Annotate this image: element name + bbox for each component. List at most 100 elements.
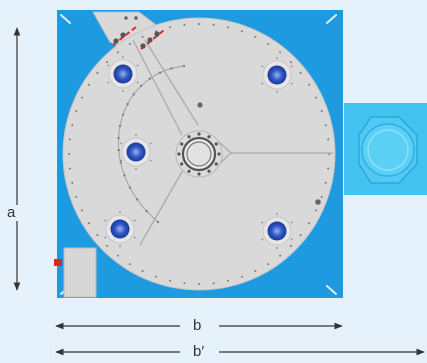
hub-bolt <box>187 169 191 173</box>
rim-bolt <box>226 279 229 282</box>
port-bolt <box>119 245 121 247</box>
rim-bolt <box>254 35 257 38</box>
rim-bolt <box>68 138 71 141</box>
port-bolt <box>104 219 107 222</box>
rim-bolt <box>320 110 323 113</box>
rim-bolt <box>327 138 330 141</box>
port-bolt <box>122 90 124 92</box>
port-bolt <box>290 221 293 224</box>
port-bolt <box>261 221 264 224</box>
rim-bolt <box>106 61 109 64</box>
port-bolt <box>290 65 293 68</box>
port-bolt <box>261 238 264 241</box>
port-bolt <box>120 159 123 162</box>
arc-bolt <box>128 186 131 189</box>
rim-bolt <box>308 83 311 86</box>
control-box-body <box>63 247 97 298</box>
separator-arms <box>132 39 333 246</box>
port-bolt <box>135 134 137 136</box>
rim-bolt <box>75 110 78 113</box>
rim-bolt <box>308 222 311 225</box>
rim-bolt <box>116 51 119 54</box>
port-bolt <box>149 159 152 162</box>
port-bolt <box>276 213 278 215</box>
motor-flange <box>361 123 415 177</box>
separator-arm-top <box>132 39 183 136</box>
rim-bolt <box>289 244 292 247</box>
dimension-b-prime-label: b′ <box>189 344 209 360</box>
arc-bolt <box>119 161 122 164</box>
rim-bolt <box>87 83 90 86</box>
port-bolt <box>133 219 136 222</box>
arc-bolt <box>121 113 125 116</box>
rim-bolt <box>80 209 83 212</box>
rim-bolt <box>141 35 144 38</box>
port-bolt <box>135 168 137 170</box>
rim-bolt <box>315 209 318 212</box>
rim-bolt <box>141 270 144 273</box>
control-box-red-indicator <box>54 259 62 266</box>
feed-bolt-4 <box>147 37 153 43</box>
rim-bolt <box>324 181 327 184</box>
rim-bolt <box>324 124 327 127</box>
rim-bolt <box>327 167 330 170</box>
rim-bolt <box>267 42 270 45</box>
rim-bolts <box>68 23 330 285</box>
control-box <box>54 247 97 298</box>
port-top-right-opening <box>267 65 287 85</box>
feed-bolt-7 <box>134 16 138 20</box>
port-bottom-left <box>105 214 135 244</box>
port-bolt <box>119 211 121 213</box>
rim-bolt <box>155 275 158 278</box>
rim-bolt <box>240 30 243 33</box>
hub-inner-ring <box>186 141 212 167</box>
rim-bolt <box>299 234 302 237</box>
arc-bolt <box>159 71 162 74</box>
port-bottom-left-opening <box>110 219 130 239</box>
rim-bolt <box>299 71 302 74</box>
rim-bolt <box>106 244 109 247</box>
rim-bolt <box>212 23 215 26</box>
rim-bolt <box>128 42 131 45</box>
port-bolt <box>136 64 139 67</box>
hub-bolt <box>180 142 184 146</box>
arc-bolt <box>148 77 152 80</box>
arc-bolt <box>117 136 120 139</box>
arc-bolt <box>156 220 160 224</box>
rim-bolt <box>68 167 71 170</box>
corner-slot-top-right <box>326 14 337 24</box>
rim-bolt <box>128 263 131 266</box>
dimension-b-label: b <box>189 318 206 334</box>
rim-bolt <box>96 71 99 74</box>
arc-bolt <box>117 149 120 152</box>
rim-bolt <box>80 96 83 99</box>
port-bolt <box>107 81 110 84</box>
arc-bolt <box>123 174 126 177</box>
feed-bolt-1 <box>113 38 119 44</box>
rim-bolt <box>71 181 74 184</box>
rim-bolt <box>68 153 70 155</box>
port-bolt <box>261 82 264 85</box>
rim-bolt <box>198 23 200 25</box>
plate-marker-1 <box>197 102 203 108</box>
rim-bolt <box>226 26 229 29</box>
arc-bolt <box>136 198 139 201</box>
port-left-opening <box>126 142 146 162</box>
port-bolt <box>104 236 107 239</box>
rim-bolt <box>183 282 186 285</box>
central-hub <box>175 130 223 178</box>
hub-bolts <box>177 132 221 176</box>
hub-bolt <box>207 135 211 139</box>
center-wedge <box>217 140 232 166</box>
port-bolt <box>290 238 293 241</box>
hub-bolt <box>187 135 191 139</box>
port-top-left <box>108 59 138 89</box>
rim-bolt <box>96 234 99 237</box>
rim-bolt <box>169 279 172 282</box>
feed-markers <box>112 16 165 50</box>
hub-bolt <box>197 172 201 176</box>
rim-bolt <box>212 282 215 285</box>
port-bolt <box>133 236 136 239</box>
arc-bolt <box>126 103 129 106</box>
